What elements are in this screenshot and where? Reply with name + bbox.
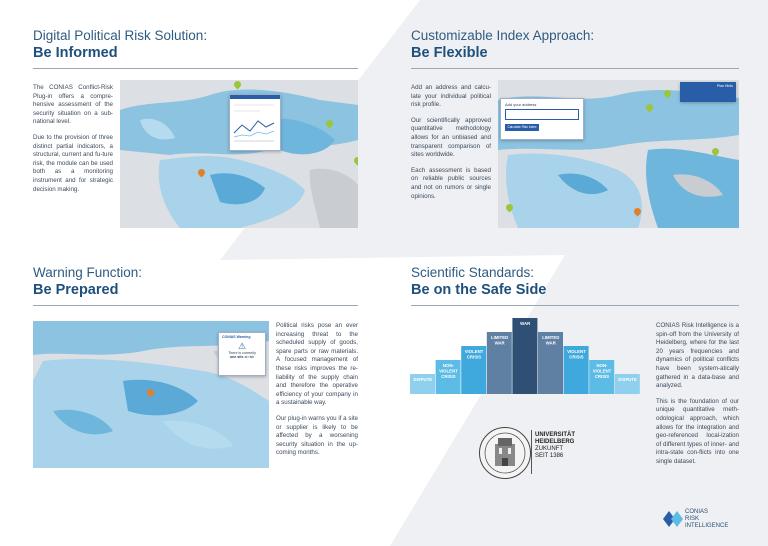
section-subtitle-informed: Digital Political Risk Solution: [33,28,208,43]
paragraph: Our scientifically approved quantitative… [411,116,491,159]
warning-count: one site [229,355,244,359]
pyramid-label: VIOLENT [439,369,458,374]
pyramid-bar [461,346,487,394]
university-line: SEIT 1386 [535,453,564,459]
seal-graphic [484,432,526,474]
pyramid-label: WAR [546,341,557,346]
conias-logo-text: CONIAS RISK INTELLIGENCE [685,509,728,530]
address-label: Add your address [505,102,537,107]
section-text-flexible: Add an address and calcu-late your indiv… [411,84,491,208]
university-name: UNIVERSITÄT HEIDELBERG ZUKUNFT SEIT 1386 [535,432,575,460]
pyramid-label: DISPUTE [413,377,432,382]
warning-popup[interactable]: CONIAS Warning ⚠ There is currently one … [218,332,266,376]
paragraph: Due to the provision of three distinct p… [33,133,113,193]
logo-line: RISK [685,516,700,522]
paragraph: Each assessment is based on reliable pub… [411,166,491,200]
paragraph: Add an address and calcu-late your indiv… [411,84,491,109]
divider [411,68,739,69]
pyramid-label: NON- [597,363,609,368]
pyramid-bar [512,318,538,394]
pyramid-bar [538,332,563,394]
pyramid-label: CRISIS [441,374,455,379]
conflict-intensity-pyramid: DISPUTENON-VIOLENTCRISISVIOLENTCRISISLIM… [410,318,640,394]
pyramid-label: CRISIS [569,355,583,360]
pyramid-label: VIOLENT [567,349,586,354]
divider [33,305,358,306]
pyramid-label: VIOLENT [465,349,484,354]
hints-header: Plan Hints [717,84,733,88]
logo-line: CONIAS [685,509,709,515]
pyramid-label: LIMITED [542,335,559,340]
divider [411,305,739,306]
paragraph: Political risks pose an ever increasing … [276,322,358,407]
warning-line1: There is currently [228,351,256,355]
warning-header: CONIAS Warning [222,335,251,339]
section-title-prepared: Be Prepared [33,282,119,298]
university-line: UNIVERSITÄT [535,432,576,438]
pyramid-label: WAR [520,321,531,326]
section-title-scientific: Be on the Safe Side [411,282,547,298]
divider [33,68,358,69]
section-subtitle-prepared: Warning Function: [33,265,143,280]
popup-header [230,95,280,99]
pyramid-bar [435,360,461,394]
hints-panel[interactable]: Plan Hints [680,82,736,102]
pyramid-bar [563,346,589,394]
pyramid-label: CRISIS [595,374,609,379]
pyramid-bar [410,374,435,394]
paragraph: CONIAS Risk Intelligence is a spin-off f… [656,322,739,390]
pyramid-bar [486,332,512,394]
university-line: HEIDELBERG [535,439,575,445]
section-text-informed: The CONIAS Conflict-Risk Plug-in offers … [33,84,113,201]
calculate-button[interactable]: Calculate Risk Index [505,124,539,131]
pyramid-label: WAR [495,341,506,346]
pyramid-label: NON- [443,363,455,368]
pyramid-label: CRISIS [467,355,481,360]
conias-logo-icon [663,511,683,527]
paragraph: Our plug-in warns you if a site or suppl… [276,414,358,457]
pyramid-bar [614,374,640,394]
section-title-informed: Be Informed [33,45,118,61]
warning-line2: at risk [243,355,255,359]
university-line: ZUKUNFT [535,446,563,452]
risk-map-informed[interactable] [120,80,358,228]
paragraph: This is the foundation of our unique qua… [656,397,739,465]
warning-icon: ⚠ [237,341,247,351]
section-text-scientific: CONIAS Risk Intelligence is a spin-off f… [656,322,739,474]
section-subtitle-scientific: Scientific Standards: [411,265,535,280]
pyramid-bar [589,360,615,394]
chart-popup[interactable] [229,94,281,151]
popup-chart [233,104,275,142]
pyramid-label: VIOLENT [593,369,612,374]
section-subtitle-flexible: Customizable Index Approach: [411,28,595,43]
logo-divider [531,430,532,474]
section-title-flexible: Be Flexible [411,45,488,61]
section-text-prepared: Political risks pose an ever increasing … [276,322,358,465]
pyramid-label: LIMITED [491,335,508,340]
address-input[interactable] [505,109,579,120]
paragraph: The CONIAS Conflict-Risk Plug-in offers … [33,84,113,126]
address-popup[interactable]: Add your address Calculate Risk Index [500,98,584,140]
risk-map-prepared[interactable]: CONIAS Warning ⚠ There is currently one … [33,321,269,468]
university-seal [479,427,531,479]
risk-map-flexible[interactable]: Add your address Calculate Risk Index Pl… [498,80,739,228]
logo-line: INTELLIGENCE [685,523,729,529]
pyramid-label: DISPUTE [618,377,637,382]
